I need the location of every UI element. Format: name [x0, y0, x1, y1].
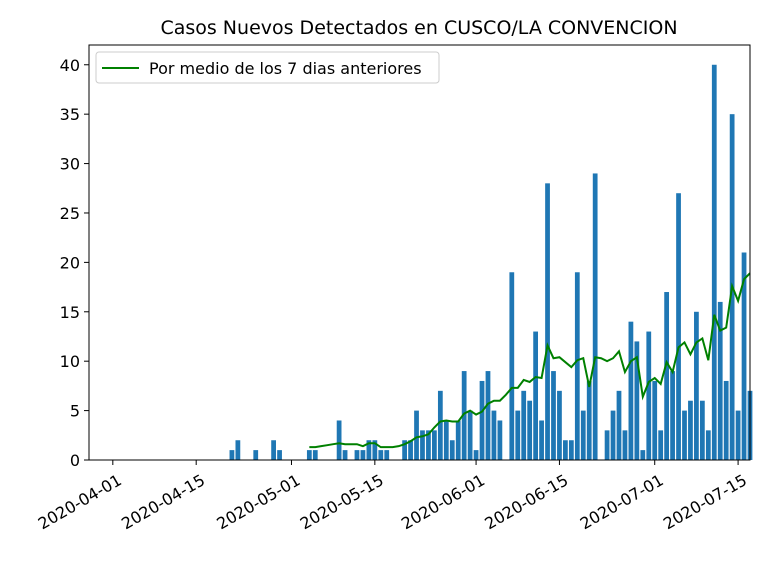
bar: [557, 390, 562, 460]
bar: [366, 440, 372, 460]
x-tick-label: 2020-05-01: [213, 470, 303, 533]
bar: [521, 390, 527, 460]
bar: [443, 420, 449, 460]
bar: [408, 440, 413, 460]
bar: [360, 450, 366, 460]
y-tick-label: 0: [70, 451, 80, 470]
bar: [402, 440, 407, 460]
bar: [628, 321, 634, 460]
bar: [711, 64, 717, 460]
bar: [414, 410, 419, 460]
legend: Por medio de los 7 dias anteriores: [95, 51, 440, 84]
y-tick-label: 40: [60, 56, 80, 75]
bar: [586, 380, 592, 460]
bar: [551, 371, 556, 460]
bar: [432, 430, 437, 460]
bar: [604, 430, 610, 460]
y-tick-label: 15: [60, 303, 80, 322]
bar: [235, 440, 241, 460]
bar: [741, 252, 747, 460]
bar: [455, 420, 461, 460]
bar: [312, 450, 318, 460]
bar: [640, 450, 646, 460]
bar: [473, 450, 479, 460]
x-tick-label: 2020-05-15: [297, 470, 387, 533]
bar: [467, 410, 473, 460]
chart-title: Casos Nuevos Detectados en CUSCO/LA CONV…: [160, 17, 677, 39]
bar: [336, 420, 342, 460]
bar: [723, 380, 729, 460]
x-tick-label: 2020-04-01: [35, 470, 125, 533]
bar: [384, 450, 390, 460]
x-tick-label: 2020-07-15: [660, 470, 750, 533]
bar: [497, 420, 503, 460]
y-tick-label: 20: [60, 253, 80, 272]
bar: [616, 390, 622, 460]
bar: [670, 371, 675, 460]
bar: [271, 440, 276, 460]
bar: [449, 440, 455, 460]
bar: [485, 371, 491, 460]
bar: [592, 173, 598, 460]
y-tick-label: 25: [60, 204, 80, 223]
bar: [533, 331, 539, 460]
bar: [378, 450, 384, 460]
y-tick-label: 10: [60, 352, 80, 371]
bar: [717, 301, 723, 460]
y-axis: 0 5 10 15 20 25 30 35 40: [60, 56, 89, 470]
plot-frame: [88, 44, 751, 461]
bar: [426, 430, 431, 460]
bar: [563, 440, 568, 460]
bar: [694, 311, 699, 460]
bar: [610, 410, 616, 460]
bar: [277, 450, 282, 460]
bar: [372, 440, 378, 460]
y-tick-label: 30: [60, 155, 80, 174]
bar: [527, 400, 533, 460]
bars-group: [229, 64, 753, 461]
bar: [491, 410, 497, 460]
bar: [634, 341, 640, 460]
bar: [705, 430, 711, 460]
bar: [306, 450, 312, 460]
bar: [229, 450, 235, 460]
bar: [574, 272, 580, 460]
y-tick-label: 5: [70, 402, 80, 421]
moving-average-line: [309, 272, 751, 449]
x-tick-label: 2020-06-15: [481, 470, 571, 533]
bar: [646, 331, 652, 460]
legend-label: Por medio de los 7 dias anteriores: [149, 59, 422, 78]
bar: [539, 420, 544, 460]
x-tick-label: 2020-07-01: [577, 470, 667, 533]
bar: [545, 183, 550, 461]
legend-box: [95, 51, 440, 84]
bar: [354, 450, 360, 460]
x-tick-label: 2020-06-01: [398, 470, 488, 533]
bar: [664, 292, 670, 460]
bar: [676, 193, 681, 460]
bar: [735, 410, 741, 460]
bar: [652, 380, 658, 460]
bar: [509, 272, 515, 460]
bar: [622, 430, 628, 460]
y-tick-label: 35: [60, 105, 80, 124]
bar: [568, 440, 574, 460]
bar: [253, 450, 259, 460]
bar: [682, 410, 687, 460]
bar: [342, 450, 348, 460]
bar: [461, 371, 467, 460]
bar: [699, 400, 705, 460]
bar: [658, 430, 664, 460]
bar: [420, 430, 425, 460]
bar: [437, 390, 443, 460]
x-tick-label: 2020-04-15: [118, 470, 208, 533]
bar: [580, 410, 586, 460]
bar: [479, 380, 485, 460]
bar: [515, 410, 521, 460]
bar: [688, 400, 693, 460]
